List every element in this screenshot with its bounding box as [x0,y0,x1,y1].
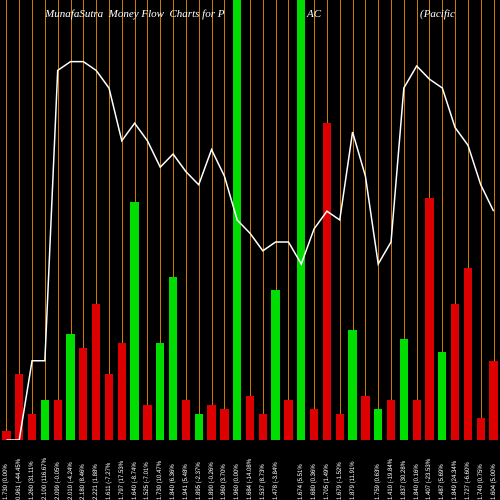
volume-bar [297,0,305,440]
grid-line [263,0,264,440]
grid-line [224,0,225,440]
x-axis-label: 0.961 (-44.45% [16,459,22,500]
volume-bar [195,414,203,440]
volume-bar [477,418,485,440]
volume-bar [143,405,151,440]
volume-bar [259,414,267,440]
volume-bar [361,396,369,440]
volume-bar [130,202,138,440]
x-axis-label: 1.730 (10.47% [157,461,163,500]
x-axis-label: 1.679 (-1.52% [337,462,343,500]
grid-line [212,0,213,440]
volume-bar [118,343,126,440]
volume-bar [207,405,215,440]
x-axis-label: 1.410 (-19.84% [388,459,394,500]
x-axis-label: 1.680 (0.36% [311,464,317,500]
grid-line [6,0,7,440]
x-axis-label: 2.180 (8.46% [80,464,86,500]
x-axis-label: 1.960 (0.00% [234,464,240,500]
volume-bar [54,400,62,440]
x-axis-label: 1.849 (24.34% [452,461,458,500]
x-axis-label: 1.537 (8.73% [260,464,266,500]
chart-area [0,0,500,440]
volume-bar [348,330,356,440]
volume-bar [438,352,446,440]
grid-line [32,0,33,440]
grid-line [199,0,200,440]
grid-line [147,0,148,440]
volume-bar [464,268,472,440]
x-axis-label: 1.260 (31.11% [29,461,35,500]
x-axis-label: 1.684 (-14.08% [247,459,253,500]
volume-bar [15,374,23,440]
volume-bar [182,400,190,440]
volume-bar [489,361,497,440]
volume-bar [336,414,344,440]
volume-bar [374,409,382,440]
volume-bar [92,304,100,440]
volume-bar [413,400,421,440]
grid-line [58,0,59,440]
volume-bar [66,334,74,440]
grid-line [186,0,187,440]
grid-line [417,0,418,440]
x-axis-label: 2.100 (116.67% [42,458,48,500]
volume-bar [28,414,36,440]
volume-bar [2,431,10,440]
grid-line [378,0,379,440]
volume-bar [156,343,164,440]
grid-line [45,0,46,440]
x-axis-label: 1.640 (-8.74% [132,462,138,500]
grid-line [340,0,341,440]
volume-bar [271,290,279,440]
x-axis-label: 2.010 (-4.24% [68,462,74,500]
x-axis-label: 1.705 (1.49% [324,464,330,500]
volume-bar [387,400,395,440]
volume-bar [233,0,241,440]
volume-bar [425,198,433,440]
x-axis-label: 1.895 (-2.37% [196,462,202,500]
x-axis-label: 1.525 (-7.01% [144,462,150,500]
x-axis-labels: 1.730 (0.00% 0.961 (-44.45% 1.260 (31.11% 2… [0,440,500,500]
volume-bar [323,123,331,440]
volume-bar [284,400,292,440]
grid-line [314,0,315,440]
x-axis-label: 1.840 (0.16% [414,464,420,500]
x-axis-label: 1.487 (5.69% [439,464,445,500]
x-axis-label: 2.099 (-0.05% [55,462,61,500]
x-axis-label: 1.730 (0.00% [3,464,9,500]
x-axis-label: 1.727 (-6.60% [465,462,471,500]
x-axis-label: 2.221 (1.88% [93,464,99,500]
volume-bar [400,339,408,440]
volume-bar [451,304,459,440]
x-axis-label: 1.407 (-23.53% [426,459,432,500]
x-axis-label: 1.478 (-3.84% [273,462,279,500]
volume-bar [41,400,49,440]
volume-bar [105,374,113,440]
grid-line [391,0,392,440]
x-axis-label: 1.740 (0.75% [478,464,484,500]
volume-bar [79,348,87,440]
x-axis-label: 1.797 (17.53% [119,461,125,500]
chart-title: MunafaSutra Money Flow Charts for P AC (… [0,8,500,20]
x-axis-label: 1.611 (-7.27% [106,463,112,500]
grid-line [481,0,482,440]
x-axis-label: 1.879 (11.91% [350,461,356,500]
x-axis-label: 1.890 (-0.26% [209,462,215,500]
x-axis-label: 1.960 (3.70% [221,464,227,500]
grid-line [250,0,251,440]
x-axis-label: 1.604 (5.00% [491,464,497,500]
volume-bar [246,396,254,440]
volume-bar [220,409,228,440]
grid-line [365,0,366,440]
volume-bar [310,409,318,440]
x-axis-label: 1.759 (0.63% [375,464,381,500]
x-axis-label: 1.941 (5.48% [183,464,189,500]
x-axis-label: 1.837 (30.28% [401,461,407,500]
volume-bar [169,277,177,440]
x-axis-label: 1.674 (5.51% [298,464,304,500]
x-axis-label: 1.840 (6.36% [170,464,176,500]
grid-line [288,0,289,440]
